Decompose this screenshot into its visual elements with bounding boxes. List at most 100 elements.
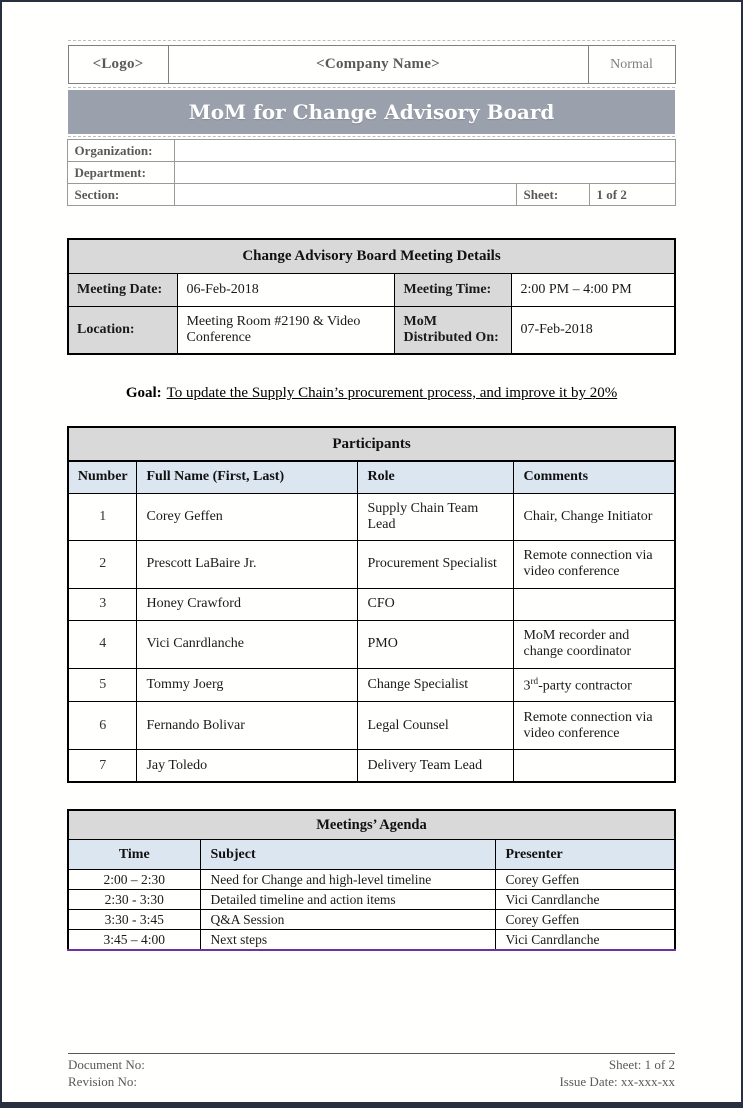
participant-row: 1 Corey Geffen Supply Chain Team Lead Ch… <box>67 492 676 541</box>
gridline-divider <box>68 87 675 88</box>
participant-row: 4 Vici Canrdlanche PMO MoM recorder and … <box>67 619 676 669</box>
table-row: Participants <box>67 426 676 462</box>
agenda-row: 2:30 - 3:30 Detailed timeline and action… <box>67 889 676 911</box>
page-footer: Document No: Revision No: Sheet: 1 of 2 … <box>68 1052 675 1091</box>
meeting-time-value: 2:00 PM – 4:00 PM <box>511 272 676 307</box>
location-value: Meeting Room #2190 & Video Conference <box>177 305 396 355</box>
participant-role: PMO <box>357 619 515 669</box>
participant-name: Honey Crawford <box>136 587 359 621</box>
sheet-value: 1 of 2 <box>589 183 676 206</box>
participant-comments: Chair, Change Initiator <box>513 492 676 541</box>
participant-name: Corey Geffen <box>136 492 359 541</box>
participants-table: Participants Number Full Name (First, La… <box>66 426 676 783</box>
table-row: Section: Sheet: 1 of 2 <box>67 183 676 206</box>
company-name-placeholder: <Company Name> <box>167 45 589 84</box>
department-label: Department: <box>67 161 176 184</box>
document-title: MoM for Change Advisory Board <box>188 100 555 124</box>
participants-title: Participants <box>67 426 676 462</box>
table-header-row: Number Full Name (First, Last) Role Comm… <box>67 460 676 494</box>
letterhead-table: <Logo> <Company Name> Normal <box>67 45 676 84</box>
meeting-date-label: Meeting Date: <box>67 272 179 307</box>
participant-name: Jay Toledo <box>136 749 359 783</box>
gridline-divider <box>68 136 675 137</box>
participant-comments: 3rd-party contractor <box>513 667 676 703</box>
sheet-label: Sheet: <box>516 183 591 206</box>
agenda-row: 3:45 – 4:00 Next steps Vici Canrdlanche <box>67 929 676 951</box>
agenda-subject: Q&A Session <box>199 909 496 931</box>
distributed-on-value: 07-Feb-2018 <box>511 305 676 355</box>
meeting-date-value: 06-Feb-2018 <box>177 272 396 307</box>
footer-right: Sheet: 1 of 2 Issue Date: xx-xxx-xx <box>559 1057 675 1091</box>
letterhead-row: <Logo> <Company Name> Normal <box>67 45 676 84</box>
participant-number: 4 <box>67 619 138 669</box>
agenda-presenter: Vici Canrdlanche <box>494 889 676 911</box>
participant-role: Legal Counsel <box>357 701 515 751</box>
column-header-comments: Comments <box>513 460 676 494</box>
agenda-subject: Next steps <box>199 929 496 951</box>
participant-row: 2 Prescott LaBaire Jr. Procurement Speci… <box>67 539 676 589</box>
ordinal-suffix: rd <box>530 675 539 686</box>
participant-row: 7 Jay Toledo Delivery Team Lead <box>67 749 676 783</box>
participant-name: Prescott LaBaire Jr. <box>136 539 359 589</box>
participant-number: 2 <box>67 539 138 589</box>
column-header-number: Number <box>67 460 138 494</box>
agenda-subject: Detailed timeline and action items <box>199 889 496 911</box>
agenda-row: 2:00 – 2:30 Need for Change and high-lev… <box>67 869 676 891</box>
agenda-time: 3:30 - 3:45 <box>67 909 201 931</box>
participant-role: Procurement Specialist <box>357 539 515 589</box>
revision-no-label: Revision No: <box>68 1073 137 1089</box>
distributed-on-label: MoM Distributed On: <box>394 305 513 355</box>
participant-comments <box>513 587 676 621</box>
sheet-info: Sheet: 1 of 2 <box>608 1056 675 1072</box>
table-row: Department: <box>67 161 676 184</box>
footer-left: Document No: Revision No: <box>68 1057 145 1091</box>
participant-name: Tommy Joerg <box>136 667 359 703</box>
participant-name: Vici Canrdlanche <box>136 619 359 669</box>
participant-name: Fernando Bolivar <box>136 701 359 751</box>
section-label: Section: <box>67 183 176 206</box>
participant-comments: Remote connection via video conference <box>513 701 676 751</box>
issue-date-info: Issue Date: xx-xxx-xx <box>559 1073 675 1089</box>
organization-label: Organization: <box>67 139 176 162</box>
agenda-table: Meetings’ Agenda Time Subject Presenter … <box>67 808 676 951</box>
participant-comments: Remote connection via video conference <box>513 539 676 589</box>
table-row: Change Advisory Board Meeting Details <box>67 238 676 274</box>
participant-row: 6 Fernando Bolivar Legal Counsel Remote … <box>67 701 676 751</box>
table-row: Meetings’ Agenda <box>67 809 676 841</box>
participant-number: 6 <box>67 701 138 751</box>
participant-number: 1 <box>67 492 138 541</box>
agenda-subject: Need for Change and high-level timeline <box>199 869 496 891</box>
location-label: Location: <box>67 305 179 355</box>
meeting-time-label: Meeting Time: <box>394 272 513 307</box>
column-header-subject: Subject <box>199 839 496 871</box>
agenda-time: 2:00 – 2:30 <box>67 869 201 891</box>
participant-number: 7 <box>67 749 138 783</box>
participant-role: CFO <box>357 587 515 621</box>
goal-label: Goal <box>125 385 157 401</box>
document-title-banner: MoM for Change Advisory Board <box>68 90 675 134</box>
ordinal-base: 3 <box>523 678 531 694</box>
comment-rest: -party contractor <box>538 678 632 694</box>
table-header-row: Time Subject Presenter <box>67 839 676 871</box>
table-row: Organization: <box>67 139 676 162</box>
participant-role: Change Specialist <box>357 667 515 703</box>
table-row: Meeting Date: 06-Feb-2018 Meeting Time: … <box>67 272 676 307</box>
goal-separator: : <box>156 385 162 401</box>
participant-number: 3 <box>67 587 138 621</box>
participant-comments <box>513 749 676 783</box>
gridline-divider <box>68 40 675 41</box>
column-header-time: Time <box>67 839 201 871</box>
department-value-field <box>174 161 676 184</box>
column-header-full-name: Full Name (First, Last) <box>136 460 359 494</box>
participant-comments: MoM recorder and change coordinator <box>513 619 676 669</box>
goal-statement: Goal: To update the Supply Chain’s procur… <box>2 385 741 402</box>
column-header-role: Role <box>357 460 515 494</box>
agenda-presenter: Corey Geffen <box>494 869 676 891</box>
agenda-row: 3:30 - 3:45 Q&A Session Corey Geffen <box>67 909 676 931</box>
column-header-presenter: Presenter <box>494 839 676 871</box>
meeting-details-title: Change Advisory Board Meeting Details <box>67 238 676 274</box>
document-no-label: Document No: <box>68 1056 145 1072</box>
agenda-title: Meetings’ Agenda <box>67 809 676 841</box>
organization-info-table: Organization: Department: Section: Sheet… <box>67 139 676 206</box>
